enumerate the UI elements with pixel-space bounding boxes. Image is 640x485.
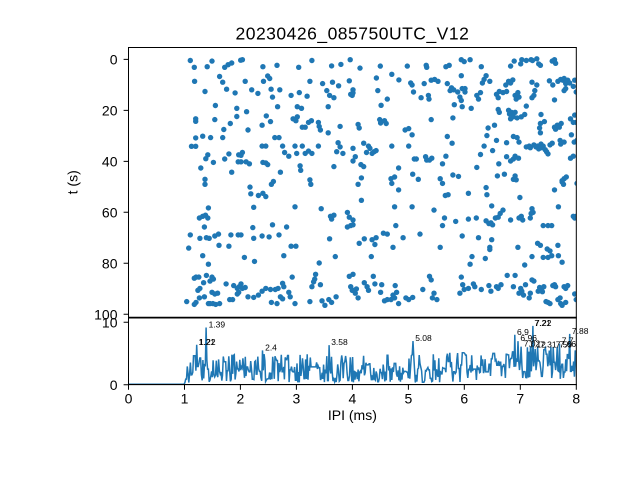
svg-text:0: 0 [110, 377, 118, 393]
svg-text:4: 4 [349, 391, 357, 407]
svg-text:1.22: 1.22 [199, 337, 216, 347]
svg-text:7.31: 7.31 [540, 339, 557, 349]
svg-text:7.88: 7.88 [572, 326, 589, 336]
svg-text:7.12: 7.12 [529, 339, 546, 349]
svg-text:5: 5 [405, 391, 413, 407]
svg-text:7: 7 [516, 391, 524, 407]
svg-text:7.21: 7.21 [534, 318, 551, 328]
svg-text:7.02: 7.02 [524, 339, 541, 349]
svg-text:1.21: 1.21 [199, 337, 216, 347]
svg-text:2.4: 2.4 [265, 342, 277, 352]
svg-text:7.22: 7.22 [535, 318, 552, 328]
svg-text:60: 60 [102, 204, 118, 220]
svg-text:6.9: 6.9 [517, 327, 529, 337]
svg-text:20: 20 [102, 102, 118, 118]
svg-text:6: 6 [460, 391, 468, 407]
svg-text:20230426_085750UTC_V12: 20230426_085750UTC_V12 [235, 24, 469, 45]
svg-text:1.39: 1.39 [209, 320, 226, 330]
svg-text:3.58: 3.58 [331, 337, 348, 347]
svg-text:5.08: 5.08 [415, 333, 432, 343]
svg-text:7.59: 7.59 [556, 339, 573, 349]
svg-text:7.66: 7.66 [560, 339, 577, 349]
svg-text:t (s): t (s) [65, 170, 81, 194]
svg-text:IPI (ms): IPI (ms) [328, 407, 377, 423]
svg-text:6.96: 6.96 [520, 333, 537, 343]
svg-text:1: 1 [181, 391, 189, 407]
svg-text:100: 100 [94, 306, 118, 322]
svg-text:0: 0 [125, 391, 133, 407]
svg-text:40: 40 [102, 153, 118, 169]
svg-text:2: 2 [237, 391, 245, 407]
svg-text:3: 3 [293, 391, 301, 407]
svg-text:80: 80 [102, 255, 118, 271]
svg-text:8: 8 [572, 391, 580, 407]
svg-text:7.7: 7.7 [562, 336, 574, 346]
svg-text:10: 10 [102, 314, 118, 330]
svg-text:0: 0 [110, 51, 118, 67]
